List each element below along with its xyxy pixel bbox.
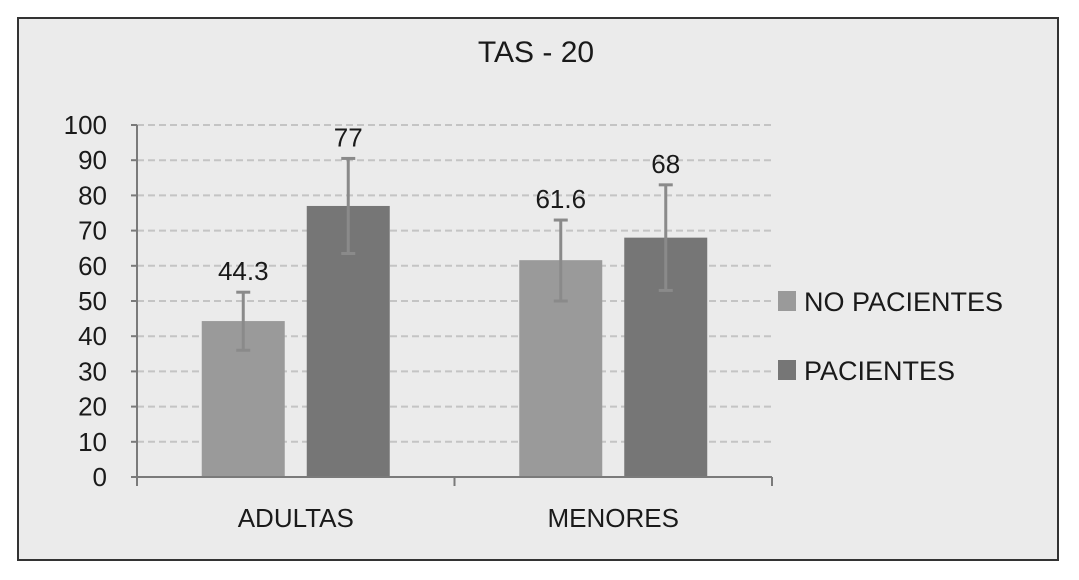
labels: ADULTAS 44.3 77 MENORES 61.6 68 <box>218 122 680 533</box>
data-label: 61.6 <box>535 184 586 214</box>
data-label: 77 <box>334 122 363 152</box>
y-tick-label: 80 <box>78 180 107 210</box>
y-tick-label: 0 <box>93 462 107 492</box>
y-tick-label: 60 <box>78 251 107 281</box>
legend-label: NO PACIENTES <box>804 287 1003 317</box>
y-tick-label: 10 <box>78 427 107 457</box>
y-tick-label: 40 <box>78 321 107 351</box>
legend: NO PACIENTES PACIENTES <box>778 287 1003 386</box>
y-tick-label: 20 <box>78 392 107 422</box>
data-label: 68 <box>651 149 680 179</box>
chart-title: TAS - 20 <box>478 36 594 69</box>
bars <box>201 156 708 477</box>
x-category-label: MENORES <box>548 503 679 533</box>
axes: 0 10 20 30 40 50 60 70 80 90 100 <box>64 110 773 492</box>
legend-swatch <box>778 291 796 311</box>
y-tick-label: 100 <box>64 110 107 140</box>
y-tick-label: 50 <box>78 286 107 316</box>
y-tick-label: 30 <box>78 356 107 386</box>
x-category-label: ADULTAS <box>238 503 354 533</box>
y-tick-label: 90 <box>78 145 107 175</box>
legend-swatch <box>778 360 796 380</box>
data-label: 44.3 <box>218 256 269 286</box>
legend-label: PACIENTES <box>804 356 955 386</box>
y-tick-label: 70 <box>78 216 107 246</box>
